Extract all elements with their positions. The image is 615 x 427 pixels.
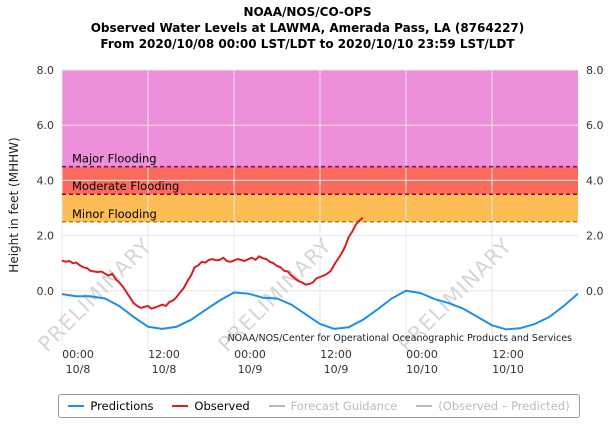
y-tick-label-left: 8.0 [37, 64, 55, 77]
chart-subtitle-range: From 2020/10/08 00:00 LST/LDT to 2020/10… [100, 37, 515, 51]
legend-item-predictions[interactable]: Predictions [68, 399, 154, 413]
grid-lines [61, 69, 578, 346]
x-tick-label-date: 10/8 [152, 363, 177, 376]
observed-line-swatch-icon [172, 405, 189, 407]
predictions-line-swatch-icon [68, 405, 85, 407]
series-line-predictions [61, 289, 579, 331]
y-tick-label-right: 2.0 [586, 230, 604, 243]
x-tick-label-date: 10/8 [66, 363, 91, 376]
data-series [61, 216, 579, 331]
y-tick-label-left: 6.0 [37, 119, 55, 132]
forecast-line-swatch-icon [268, 405, 285, 407]
y-tick-label-left: 0.0 [37, 285, 55, 298]
chart-title: NOAA/NOS/CO-OPS [243, 5, 372, 19]
zone-label-moderate-flooding: Moderate Flooding [72, 179, 179, 193]
x-tick-label-time: 00:00 [406, 348, 438, 361]
zone-label-minor-flooding: Minor Flooding [72, 207, 157, 221]
flood-threshold-lines [62, 165, 578, 223]
y-tick-label-right: 0.0 [586, 285, 604, 298]
series-line-observed [61, 216, 364, 310]
y-tick-label-left: 2.0 [37, 230, 55, 243]
axes: 8.0 8.0 6.0 6.0 4.0 4.0 2.0 2.0 0.0 0.0 00:00 10/8 1… [37, 64, 604, 376]
x-tick-label-date: 10/10 [406, 363, 438, 376]
flood-zone-labels: Major Flooding Moderate Flooding Minor Flo… [72, 152, 179, 221]
chart-legend: Predictions Observed Forecast Guidance (… [58, 394, 580, 418]
x-tick-label-date: 10/9 [238, 363, 263, 376]
y-tick-label-left: 4.0 [37, 174, 55, 187]
credit-text: NOAA/NOS/Center for Operational Oceanogr… [228, 333, 572, 344]
x-tick-label-time: 12:00 [148, 348, 180, 361]
difference-line-swatch-icon [416, 405, 433, 407]
legend-item-forecast-guidance[interactable]: Forecast Guidance [268, 399, 398, 413]
legend-item-observed-minus-predicted[interactable]: (Observed – Predicted) [416, 399, 570, 413]
x-tick-label-time: 00:00 [62, 348, 94, 361]
legend-label-forecast-guidance: Forecast Guidance [290, 399, 398, 413]
x-tick-label-time: 12:00 [320, 348, 352, 361]
x-tick-label-date: 10/9 [324, 363, 349, 376]
x-tick-label-date: 10/10 [492, 363, 524, 376]
x-tick-label-time: 12:00 [492, 348, 524, 361]
legend-label-predictions: Predictions [90, 399, 154, 413]
y-tick-label-right: 6.0 [586, 119, 604, 132]
legend-label-observed: Observed [194, 399, 250, 413]
chart-subtitle-station: Observed Water Levels at LAWMA, Amerada … [90, 21, 525, 35]
legend-label-observed-minus-predicted: (Observed – Predicted) [438, 399, 570, 413]
legend-item-observed[interactable]: Observed [172, 399, 250, 413]
y-tick-label-right: 4.0 [586, 174, 604, 187]
water-level-chart: Major Flooding Moderate Flooding Minor Flo… [7, 64, 604, 376]
y-axis-label: Height in feet (MHHW) [7, 137, 21, 272]
x-tick-label-time: 00:00 [234, 348, 266, 361]
zone-label-major-flooding: Major Flooding [72, 152, 157, 166]
y-tick-label-right: 8.0 [586, 64, 604, 77]
